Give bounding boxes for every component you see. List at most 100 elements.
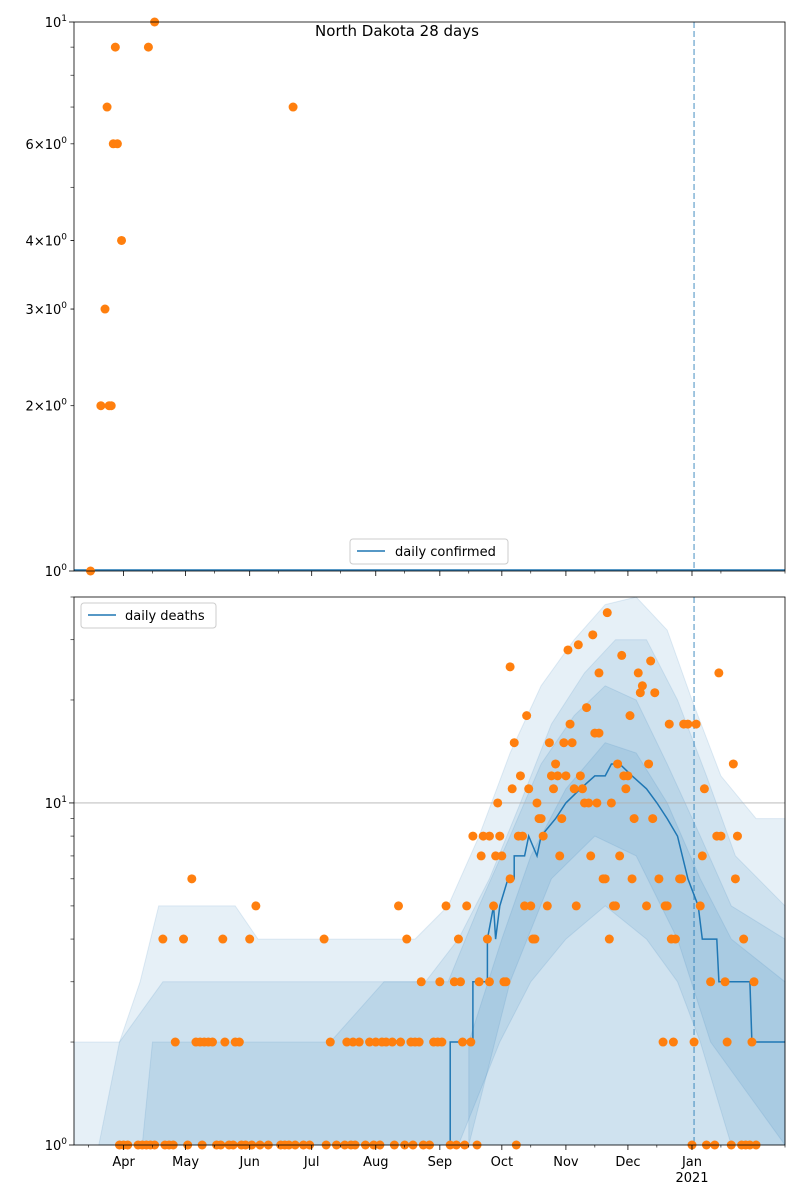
uncertainty-band [98, 639, 786, 1146]
deaths-point [491, 851, 501, 861]
legend-box [80, 602, 217, 629]
x-tick-label: Nov [553, 1155, 579, 1170]
deaths-point [220, 1037, 230, 1047]
deaths-point [551, 759, 561, 769]
deaths-point [319, 934, 329, 944]
deaths-point [549, 784, 559, 794]
x-tick-label: Dec [615, 1155, 640, 1170]
deaths-point [611, 901, 621, 911]
deaths-point [520, 901, 530, 911]
deaths-point [658, 1037, 668, 1047]
y-tick-label: 6×100 [26, 136, 68, 153]
deaths-point [582, 703, 592, 713]
deaths-point [615, 851, 625, 861]
deaths-point [170, 1037, 180, 1047]
deaths-point [435, 977, 445, 987]
deaths-point [416, 977, 426, 987]
deaths-point [594, 728, 604, 738]
confirmed-point [96, 401, 106, 411]
deaths-point [637, 681, 647, 691]
deaths-point [617, 650, 627, 660]
deaths-point [594, 668, 604, 678]
deaths-point [722, 1037, 732, 1047]
deaths-point [484, 977, 494, 987]
deaths-point [728, 759, 738, 769]
deaths-point [187, 874, 197, 884]
deaths-point [586, 851, 596, 861]
legend-label: daily deaths [125, 609, 205, 624]
x-tick-label: Aug [363, 1155, 388, 1170]
deaths-point [553, 771, 563, 781]
x-tick-label: Sep [428, 1155, 453, 1170]
deaths-point [546, 771, 556, 781]
y-tick-label: 100 [45, 1137, 68, 1154]
deaths-point [466, 1037, 476, 1047]
deaths-panel: 100 101 Apr May Jun Jul Aug Sep Oct Nov Dec Jan2021… [45, 596, 786, 1186]
deaths-point [524, 784, 534, 794]
deaths-point [668, 1037, 678, 1047]
deaths-point [689, 1037, 699, 1047]
deaths-point [515, 771, 525, 781]
x-tick-label: Oct [491, 1155, 513, 1170]
deaths-point [456, 977, 466, 987]
deaths-point [234, 1037, 244, 1047]
confirmed-point [102, 102, 112, 112]
deaths-point [635, 688, 645, 698]
deaths-point [538, 831, 548, 841]
deaths-point [381, 1037, 391, 1047]
confirmed-point [288, 102, 298, 112]
deaths-point [505, 874, 515, 884]
y-tick-label: 3×100 [26, 301, 68, 318]
confirmed-point [143, 42, 153, 52]
deaths-point [677, 874, 687, 884]
deaths-point [695, 901, 705, 911]
deaths-point [577, 784, 587, 794]
x-tick-label: Jun [239, 1155, 260, 1170]
deaths-point [699, 784, 709, 794]
x-tick-label: May [172, 1155, 199, 1170]
deaths-point [371, 1037, 381, 1047]
deaths-point [573, 640, 583, 650]
deaths-point [522, 711, 532, 721]
deaths-point [218, 934, 228, 944]
deaths-point [706, 977, 716, 987]
confirmed-point [110, 42, 120, 52]
deaths-point [604, 934, 614, 944]
deaths-point [584, 798, 594, 808]
deaths-point [493, 798, 503, 808]
deaths-point [530, 934, 540, 944]
deaths-point [387, 1037, 397, 1047]
legend: daily confirmed [349, 538, 509, 565]
deaths-point [495, 831, 505, 841]
deaths-point [441, 901, 451, 911]
deaths-point [563, 645, 573, 655]
deaths-point [342, 1037, 352, 1047]
deaths-point [507, 784, 517, 794]
deaths-point [449, 977, 459, 987]
deaths-point [251, 901, 261, 911]
deaths-point [691, 719, 701, 729]
deaths-point [644, 759, 654, 769]
x-tick-label: Jan [681, 1155, 702, 1170]
deaths-point [518, 831, 528, 841]
deaths-point [458, 1037, 468, 1047]
deaths-point [642, 901, 652, 911]
deaths-point [325, 1037, 335, 1047]
confirmed-point [100, 304, 110, 314]
deaths-point [567, 738, 577, 748]
uncertainty-band [141, 685, 786, 1146]
deaths-point [714, 668, 724, 678]
deaths-point [402, 934, 412, 944]
deaths-point [414, 1037, 424, 1047]
deaths-point [629, 814, 639, 824]
deaths-point [559, 738, 569, 748]
plot-frame [73, 596, 786, 1146]
deaths-point [739, 934, 749, 944]
y-tick-label: 4×100 [26, 232, 68, 249]
deaths-median-line [449, 763, 785, 1145]
y-tick-label: 100 [45, 563, 68, 580]
deaths-point [732, 831, 742, 841]
deaths-point [613, 759, 623, 769]
deaths-point [627, 874, 637, 884]
deaths-point [462, 901, 472, 911]
